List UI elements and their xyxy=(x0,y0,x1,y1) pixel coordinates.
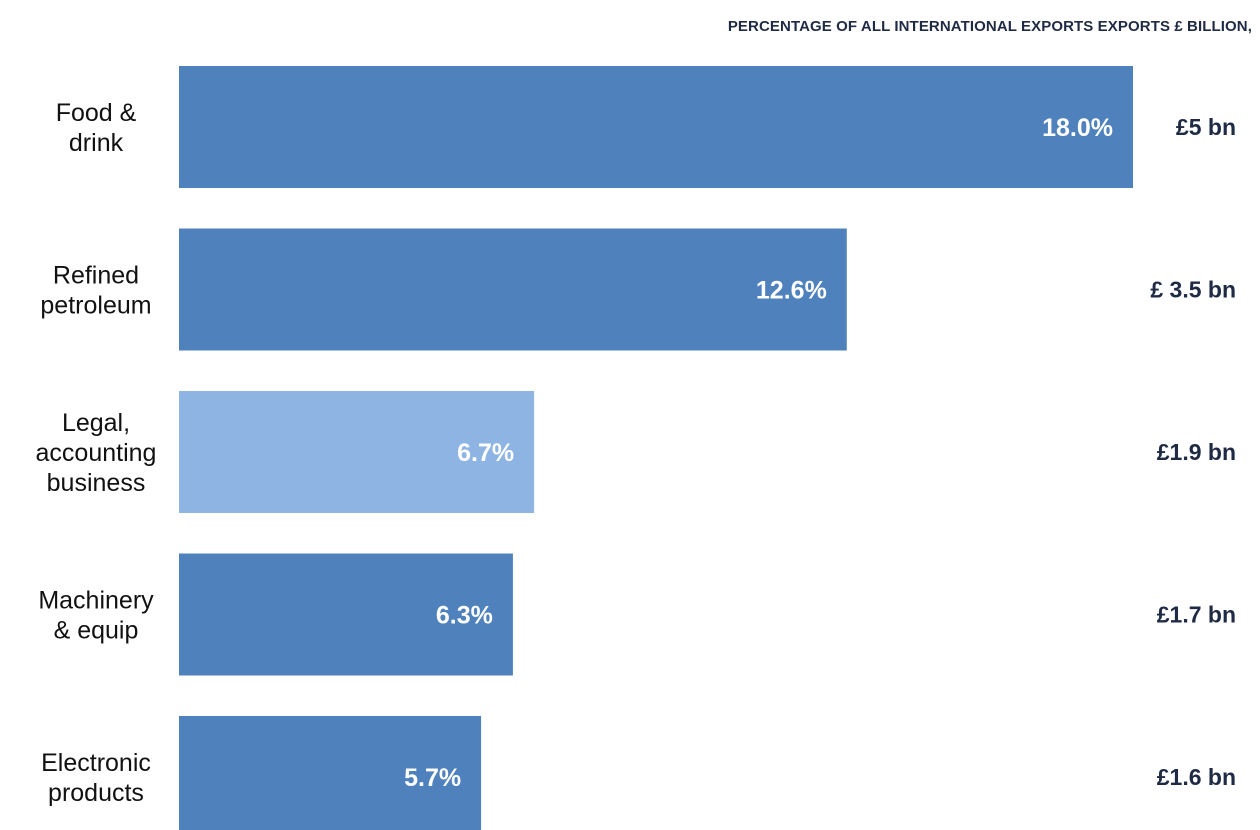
category-label-line: drink xyxy=(69,129,124,157)
bar-value-label-0: 18.0% xyxy=(1042,114,1113,142)
bar-2 xyxy=(179,391,535,513)
export-value-label-0: £5 bn xyxy=(1176,114,1236,140)
bar-1 xyxy=(179,228,847,351)
category-label-line: Refined xyxy=(53,262,139,290)
bar-value-label-4: 5.7% xyxy=(404,764,461,792)
export-value-label-3: £1.7 bn xyxy=(1157,602,1236,628)
category-label-line: Machinery xyxy=(38,587,154,615)
export-value-label-2: £1.9 bn xyxy=(1157,439,1236,465)
export-value-label-4: £1.6 bn xyxy=(1157,764,1236,790)
category-label-line: & equip xyxy=(54,617,139,645)
category-label-4: Electronic products xyxy=(41,749,151,807)
category-label-line: Food & xyxy=(56,99,137,127)
category-label-line: Electronic xyxy=(41,749,151,777)
bar-4 xyxy=(179,716,482,830)
bar-0 xyxy=(179,66,1133,188)
category-label-line: products xyxy=(48,779,144,807)
category-label-2: Legal, accounting business xyxy=(36,409,157,497)
bar-3 xyxy=(179,553,513,676)
category-label-0: Food & drink xyxy=(56,99,137,157)
chart-title: PERCENTAGE OF ALL INTERNATIONAL EXPORTS … xyxy=(727,18,1252,35)
bar-value-label-2: 6.7% xyxy=(457,439,514,467)
category-label-line: business xyxy=(47,469,146,497)
category-label-3: Machinery & equip xyxy=(38,587,154,645)
export-value-label-1: £ 3.5 bn xyxy=(1150,277,1236,303)
category-label-line: Legal, xyxy=(62,409,130,437)
category-label-1: Refined petroleum xyxy=(40,262,151,320)
bar-value-label-3: 6.3% xyxy=(436,602,493,630)
category-label-line: petroleum xyxy=(40,292,151,320)
category-label-line: accounting xyxy=(36,439,157,467)
bar-value-label-1: 12.6% xyxy=(756,277,827,305)
